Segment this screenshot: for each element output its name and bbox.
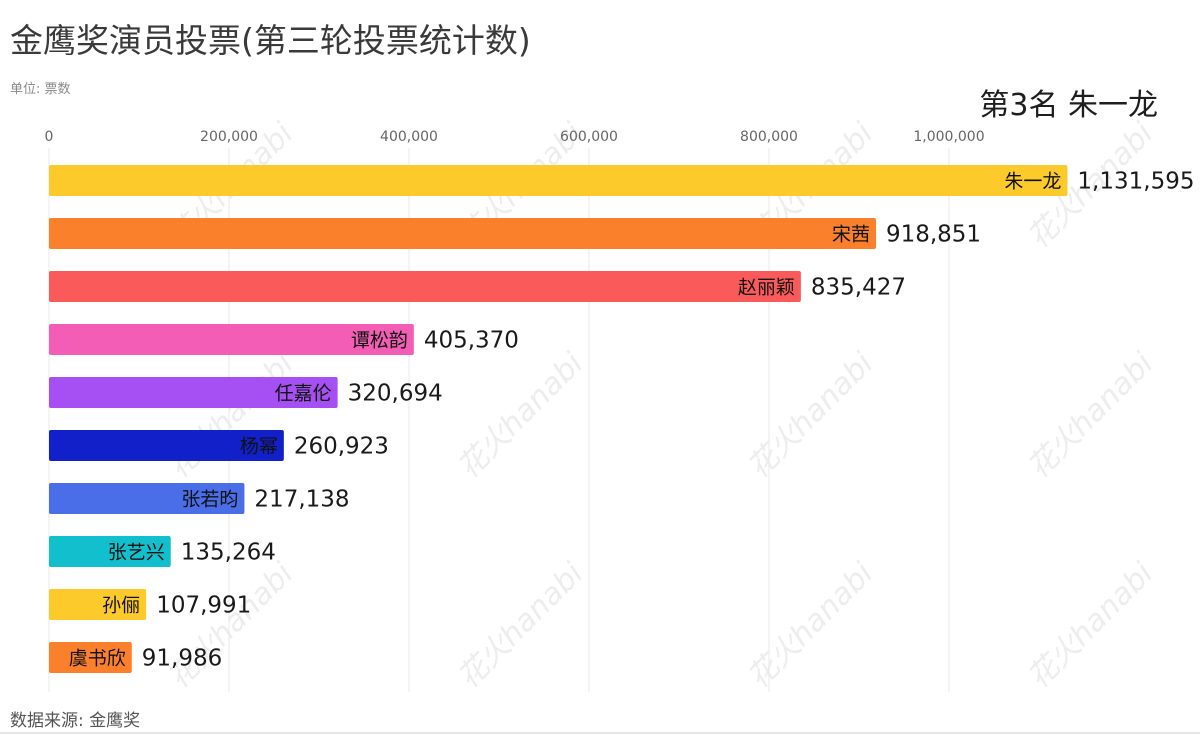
bar-value-label: 260,923	[294, 434, 389, 460]
watermark-text: 花火hanabi	[451, 346, 591, 486]
bar	[49, 483, 245, 514]
watermark-text: 花火hanabi	[161, 556, 301, 696]
bar	[49, 324, 414, 355]
bar-category-label: 任嘉伦	[275, 383, 332, 405]
data-source: 数据来源: 金鹰奖	[10, 711, 141, 731]
bar-category-label: 张艺兴	[108, 542, 165, 564]
bar-category-label: 孙俪	[102, 595, 140, 617]
x-tick-label: 600,000	[560, 129, 618, 145]
bar	[49, 377, 338, 408]
bar	[49, 589, 147, 620]
bar-value-label: 405,370	[424, 328, 519, 354]
bar-category-label: 张若昀	[181, 489, 238, 511]
bar-value-label: 135,264	[181, 540, 276, 566]
bar-value-label: 91,986	[142, 646, 222, 672]
bar-category-label: 杨幂	[240, 436, 278, 458]
bar	[49, 642, 132, 673]
bar	[49, 271, 801, 302]
rank-label: 第3名 朱一龙	[979, 88, 1158, 123]
x-tick-label: 0	[45, 129, 54, 145]
bar-category-label: 谭松韵	[351, 330, 408, 352]
bar	[49, 430, 284, 461]
watermark-text: 花火hanabi	[451, 556, 591, 696]
bar-value-label: 835,427	[811, 275, 906, 301]
bar-category-label: 赵丽颖	[738, 277, 795, 299]
bar-value-label: 918,851	[886, 222, 981, 248]
unit-label: 单位: 票数	[10, 82, 71, 97]
bar	[49, 218, 876, 249]
bottom-divider	[0, 732, 1200, 734]
bar-value-label: 217,138	[254, 487, 349, 513]
watermark-text: 花火hanabi	[161, 346, 301, 486]
bar-category-label: 虞书欣	[69, 648, 126, 670]
bar	[49, 165, 1068, 196]
bar-value-label: 107,991	[156, 593, 251, 619]
watermark-text: 花火hanabi	[1021, 346, 1161, 486]
watermark-text: 花火hanabi	[741, 346, 881, 486]
bar	[49, 536, 171, 567]
x-tick-label: 800,000	[740, 129, 798, 145]
x-tick-label: 200,000	[200, 129, 258, 145]
x-tick-label: 1,000,000	[913, 129, 984, 145]
x-tick-label: 400,000	[380, 129, 438, 145]
bar-value-label: 1,131,595	[1077, 169, 1194, 195]
bar-category-label: 朱一龙	[1004, 171, 1061, 193]
chart-title: 金鹰奖演员投票(第三轮投票统计数)	[10, 21, 531, 60]
watermark-text: 花火hanabi	[741, 556, 881, 696]
watermark-text: 花火hanabi	[1021, 556, 1161, 696]
bar-value-label: 320,694	[348, 381, 443, 407]
bar-category-label: 宋茜	[832, 224, 870, 246]
